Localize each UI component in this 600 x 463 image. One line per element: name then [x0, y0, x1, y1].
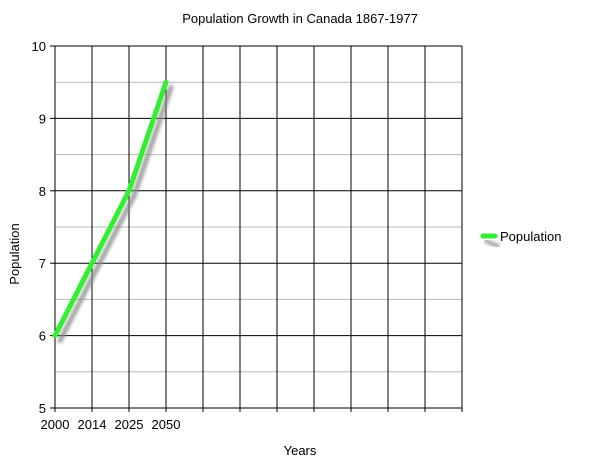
chart-title: Population Growth in Canada 1867-1977	[182, 11, 418, 26]
y-tick-label: 5	[39, 401, 46, 416]
x-tick-label: 2014	[78, 417, 107, 432]
series-shadow	[57, 84, 174, 344]
y-tick-label: 8	[39, 184, 46, 199]
legend-swatch-shadow	[484, 239, 500, 248]
x-axis-label: Years	[284, 443, 317, 458]
x-tick-label: 2000	[41, 417, 70, 432]
y-axis-ticks: 5 6 7 8 9 10	[32, 39, 55, 416]
x-tick-label: 2050	[152, 417, 181, 432]
series-line	[52, 79, 169, 339]
x-axis-ticks: 2000 2014 2025 2050	[41, 408, 463, 432]
data-point	[127, 189, 131, 193]
y-tick-label: 10	[32, 39, 46, 54]
legend: Population	[480, 229, 561, 248]
series-layer	[52, 79, 174, 344]
y-tick-label: 7	[39, 256, 46, 271]
grid	[54, 45, 463, 409]
x-tick-label: 2025	[115, 417, 144, 432]
y-tick-label: 6	[39, 329, 46, 344]
data-point	[53, 334, 57, 338]
y-tick-label: 9	[39, 111, 46, 126]
legend-label: Population	[500, 229, 561, 244]
data-point	[90, 261, 94, 265]
data-point	[164, 80, 168, 84]
y-axis-label: Population	[7, 223, 22, 284]
